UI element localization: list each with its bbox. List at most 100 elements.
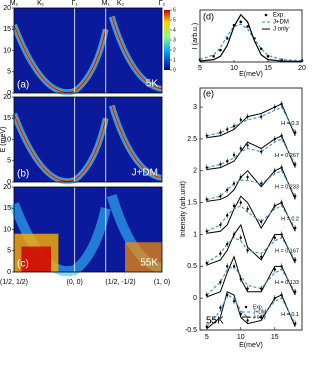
x-tick-label: 10 xyxy=(237,334,245,341)
jdm-line xyxy=(206,294,296,328)
y-axis-label: Intensity (arb.unit) xyxy=(180,181,187,237)
x-tick-label: 15 xyxy=(264,65,272,72)
y-tick-label: 10 xyxy=(3,47,11,54)
exp-point xyxy=(280,293,283,297)
exp-point xyxy=(260,287,263,290)
exp-point xyxy=(226,128,229,131)
jonly-line xyxy=(206,291,296,330)
exp-point xyxy=(294,226,297,230)
jonly-line xyxy=(206,195,296,234)
exp-point xyxy=(239,236,242,239)
exp-point xyxy=(232,265,236,268)
panel-annotation: J+DM xyxy=(132,168,158,179)
exp-point xyxy=(239,312,242,316)
exp-point xyxy=(219,306,222,309)
x-tick-label: (0, 0) xyxy=(67,279,83,286)
plot-frame xyxy=(199,9,303,63)
y-tick-label: 2.5 xyxy=(187,136,197,143)
y-tick-label: 15 xyxy=(3,26,11,33)
exp-point xyxy=(226,214,229,217)
exp-point xyxy=(226,293,229,297)
exp-point xyxy=(205,198,208,201)
exp-point xyxy=(273,296,276,300)
exp-point xyxy=(226,188,229,192)
exp-point xyxy=(280,233,283,236)
h-label: H = 0.133 xyxy=(275,280,299,286)
exp-point xyxy=(205,261,208,265)
x-tick-label: (1/2, 1/2) xyxy=(0,279,28,286)
exp-point xyxy=(294,290,297,293)
exp-point xyxy=(205,325,208,329)
x-tick-label: 5 xyxy=(205,334,209,341)
h-label: H = 0.3 xyxy=(281,121,299,127)
colorbar-tick-label: 2 xyxy=(173,47,176,53)
jdm-line xyxy=(206,236,296,264)
x-axis-label: E(meV) xyxy=(239,71,263,78)
legend-label: J only xyxy=(253,314,267,320)
jonly-line xyxy=(206,255,296,298)
panel-label: (d) xyxy=(203,11,214,21)
exp-point xyxy=(273,204,276,208)
exp-point xyxy=(219,131,222,134)
exp-point xyxy=(294,258,297,262)
exp-point xyxy=(280,201,283,204)
legend-label: J only xyxy=(273,27,289,33)
y-tick-label: 0 xyxy=(193,295,197,302)
panel-label: (b) xyxy=(17,169,29,180)
panel-label: (a) xyxy=(17,80,29,91)
exp-point xyxy=(246,115,249,118)
y-tick-label: 10 xyxy=(3,136,11,143)
x-tick-label: (1, 0) xyxy=(154,279,170,286)
y-axis-label: E (meV) xyxy=(0,127,7,153)
h-label: H = 0.267 xyxy=(275,153,299,159)
exp-point xyxy=(239,175,242,179)
exp-point xyxy=(232,182,236,185)
exp-point xyxy=(205,166,208,169)
exp-point xyxy=(232,300,236,303)
x-tick-label: 20 xyxy=(298,65,306,72)
colorbar-tick-label: 0 xyxy=(173,67,176,73)
exp-point xyxy=(273,105,276,109)
panel-annotation: 5K xyxy=(146,79,159,90)
y-tick-label: 5 xyxy=(7,69,11,76)
y-tick-label: 10 xyxy=(3,226,11,233)
exp-point xyxy=(260,316,263,319)
jdm-line xyxy=(206,205,296,232)
y-tick-label: 2 xyxy=(193,168,197,175)
exp-point xyxy=(273,137,276,141)
jonly-line xyxy=(206,223,296,266)
fit-line xyxy=(199,23,303,62)
exp-point xyxy=(219,48,222,52)
y-tick-label: 5 xyxy=(7,248,11,255)
y-tick-label: 0.5 xyxy=(187,263,197,270)
exp-point xyxy=(239,201,242,204)
legend-marker xyxy=(244,305,248,309)
colorbar-tick-label: 1 xyxy=(173,57,176,63)
y-tick-label: 5 xyxy=(7,158,11,165)
legend-label: Exp. xyxy=(273,13,285,19)
x-axis-label: E(meV) xyxy=(239,342,263,349)
y-tick-label: 20 xyxy=(3,184,11,191)
y-tick-label: 15 xyxy=(3,115,11,122)
h-label: H = 0.2 xyxy=(281,217,299,223)
colorbar xyxy=(164,10,170,70)
exp-point xyxy=(219,163,222,166)
exp-point xyxy=(246,207,249,211)
x-tick-label: (1/2, -1/2) xyxy=(105,279,135,286)
y-tick-label: 20 xyxy=(3,94,11,101)
symmetry-point-label: K₁ xyxy=(37,0,45,7)
exp-point xyxy=(280,102,283,106)
exp-point xyxy=(205,293,208,297)
intensity-blob xyxy=(125,242,162,272)
exp-point xyxy=(294,163,297,166)
jdm-line xyxy=(206,138,296,169)
intensity-blob xyxy=(21,246,51,272)
exp-point xyxy=(246,144,249,147)
y-tick-label: 0 xyxy=(7,90,11,97)
colorbar-tick-label: 3 xyxy=(173,37,176,43)
exp-point xyxy=(266,55,270,58)
y-tick-label: -0.5 xyxy=(185,327,197,334)
jonly-line xyxy=(206,103,296,139)
exp-point xyxy=(294,131,297,134)
